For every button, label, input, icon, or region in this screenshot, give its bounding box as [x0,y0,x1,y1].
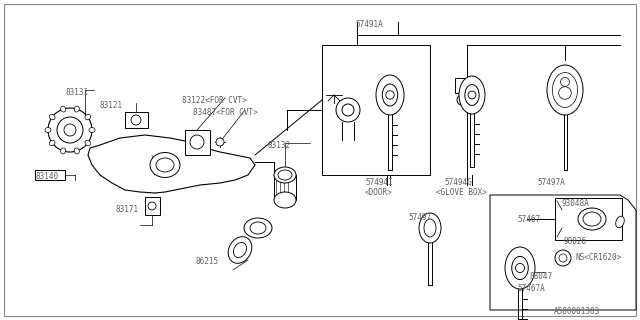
Ellipse shape [89,127,95,132]
Ellipse shape [85,114,91,120]
Ellipse shape [85,140,91,146]
Ellipse shape [274,192,296,208]
Ellipse shape [559,87,572,99]
Ellipse shape [583,212,601,226]
Text: <DOOR>: <DOOR> [365,188,393,197]
Text: 83132: 83132 [268,141,291,150]
Ellipse shape [278,170,292,180]
Bar [125,112,148,128]
Bar [274,175,296,200]
Text: A580001303: A580001303 [554,307,600,316]
Text: 57467: 57467 [517,215,540,224]
Circle shape [386,91,394,99]
Ellipse shape [228,237,252,263]
Ellipse shape [244,218,272,238]
Circle shape [57,117,83,143]
Ellipse shape [547,65,583,115]
Ellipse shape [156,158,174,172]
Circle shape [559,254,567,262]
Bar [455,78,470,93]
Bar [322,45,430,175]
Text: 57491A: 57491A [355,20,383,29]
Ellipse shape [376,75,404,115]
Circle shape [342,104,354,116]
Text: 88047: 88047 [530,272,553,281]
Bar [555,198,622,240]
Circle shape [515,263,525,273]
Circle shape [216,138,224,146]
Text: 83171: 83171 [116,205,139,214]
Ellipse shape [382,84,397,106]
Ellipse shape [616,216,624,228]
Text: 57494G: 57494G [444,178,472,187]
Circle shape [131,115,141,125]
Polygon shape [490,195,636,310]
Text: 83131: 83131 [65,88,88,97]
Circle shape [336,98,360,122]
Text: 57467A: 57467A [517,284,545,293]
Ellipse shape [505,247,535,289]
Text: 57497A: 57497A [537,178,564,187]
Ellipse shape [459,76,485,114]
Ellipse shape [74,148,79,154]
Circle shape [148,202,156,210]
Ellipse shape [234,243,246,258]
Text: 86215: 86215 [195,257,218,266]
Circle shape [457,95,467,105]
Text: 57494I: 57494I [365,178,393,187]
Ellipse shape [250,222,266,234]
Ellipse shape [424,219,436,237]
Text: <GLOVE BOX>: <GLOVE BOX> [436,188,487,197]
Text: NS<CR1620>: NS<CR1620> [575,253,621,262]
Text: 57497: 57497 [408,213,431,222]
Circle shape [190,135,204,149]
Text: 83121: 83121 [100,101,123,110]
Polygon shape [88,135,255,193]
Circle shape [555,250,571,266]
Circle shape [48,108,92,152]
Ellipse shape [274,167,296,183]
Circle shape [64,124,76,136]
Text: 83487<FOR CVT>: 83487<FOR CVT> [193,108,258,117]
Ellipse shape [61,148,66,154]
Ellipse shape [61,106,66,112]
Bar [145,197,160,215]
Ellipse shape [561,77,570,86]
Ellipse shape [150,153,180,178]
Text: 98026: 98026 [564,237,587,246]
Ellipse shape [49,114,55,120]
Bar [185,130,210,155]
Ellipse shape [465,84,479,106]
Ellipse shape [512,256,528,280]
Ellipse shape [419,213,441,243]
Ellipse shape [552,73,578,108]
Ellipse shape [578,208,606,230]
Text: 93048A: 93048A [561,199,589,208]
Bar [35,170,65,180]
Ellipse shape [45,127,51,132]
Circle shape [468,91,476,99]
Ellipse shape [49,140,55,146]
Ellipse shape [74,106,79,112]
Text: 83122<FOR CVT>: 83122<FOR CVT> [182,96,247,105]
Text: 83140: 83140 [35,172,58,181]
